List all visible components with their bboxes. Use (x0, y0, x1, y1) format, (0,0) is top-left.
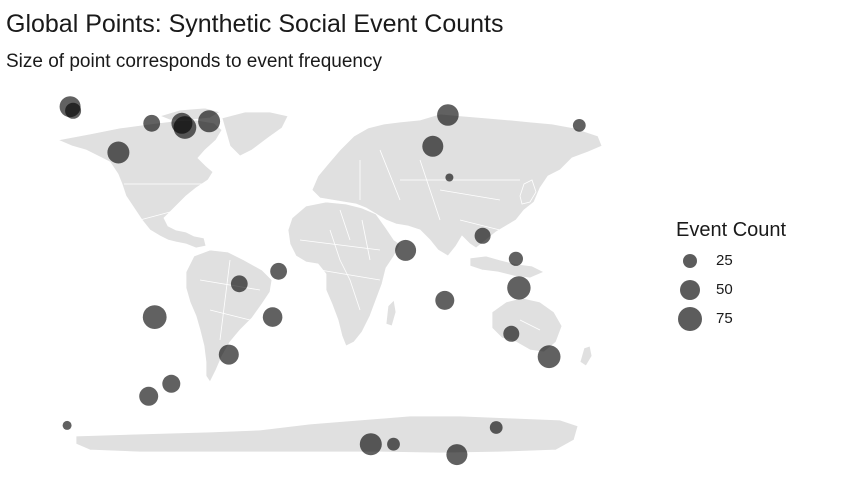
legend-dot-icon (679, 279, 701, 301)
event-point-2 (65, 102, 82, 119)
eurasia-landmass (311, 113, 603, 257)
maritime-se-asia (469, 255, 545, 279)
event-point-24 (162, 374, 181, 393)
new-zealand-landmass (579, 345, 593, 367)
legend-item-75: 75 (676, 306, 786, 338)
world-map (56, 96, 603, 466)
event-point-28 (359, 433, 382, 456)
event-point-4 (143, 114, 161, 132)
event-point-25 (139, 386, 159, 406)
legend: Event Count 25 50 75 (676, 217, 786, 338)
legend-dot-icon (677, 306, 703, 332)
event-point-17 (503, 325, 520, 342)
country-borders (124, 149, 541, 341)
legend-title: Event Count (676, 219, 787, 241)
legend-label: 25 (716, 252, 733, 269)
event-point-22 (142, 305, 167, 329)
event-point-11 (445, 173, 454, 182)
event-point-10 (572, 119, 586, 132)
event-point-19 (230, 275, 248, 293)
event-point-7 (198, 110, 221, 133)
event-point-20 (270, 262, 287, 280)
chart-subtitle: Size of point corresponds to event frequ… (6, 51, 383, 72)
event-point-18 (537, 345, 561, 369)
event-point-14 (508, 251, 523, 266)
event-point-6 (173, 116, 197, 139)
legend-item-50: 50 (676, 279, 786, 309)
greenland-landmass (221, 111, 289, 157)
event-point-3 (107, 141, 130, 164)
event-point-12 (395, 239, 417, 261)
event-point-29 (387, 437, 400, 451)
event-point-13 (474, 227, 491, 244)
legend-item-25: 25 (676, 251, 786, 280)
madagascar-landmass (385, 299, 397, 327)
event-point-8 (422, 135, 444, 157)
antarctica-landmass (75, 415, 579, 454)
australia-landmass (491, 297, 563, 353)
event-point-23 (218, 344, 239, 365)
event-point-15 (507, 276, 531, 300)
event-point-30 (446, 444, 468, 466)
legend-label: 75 (716, 310, 733, 327)
event-point-26 (62, 420, 72, 430)
chart-title: Global Points: Synthetic Social Event Co… (6, 10, 504, 38)
event-point-9 (437, 104, 459, 126)
event-point-21 (262, 307, 283, 327)
event-point-16 (435, 290, 455, 310)
japan-landmass (519, 179, 537, 205)
event-points (59, 96, 586, 466)
event-point-27 (489, 421, 503, 434)
legend-label: 50 (716, 281, 733, 298)
legend-dot-icon (682, 253, 698, 269)
